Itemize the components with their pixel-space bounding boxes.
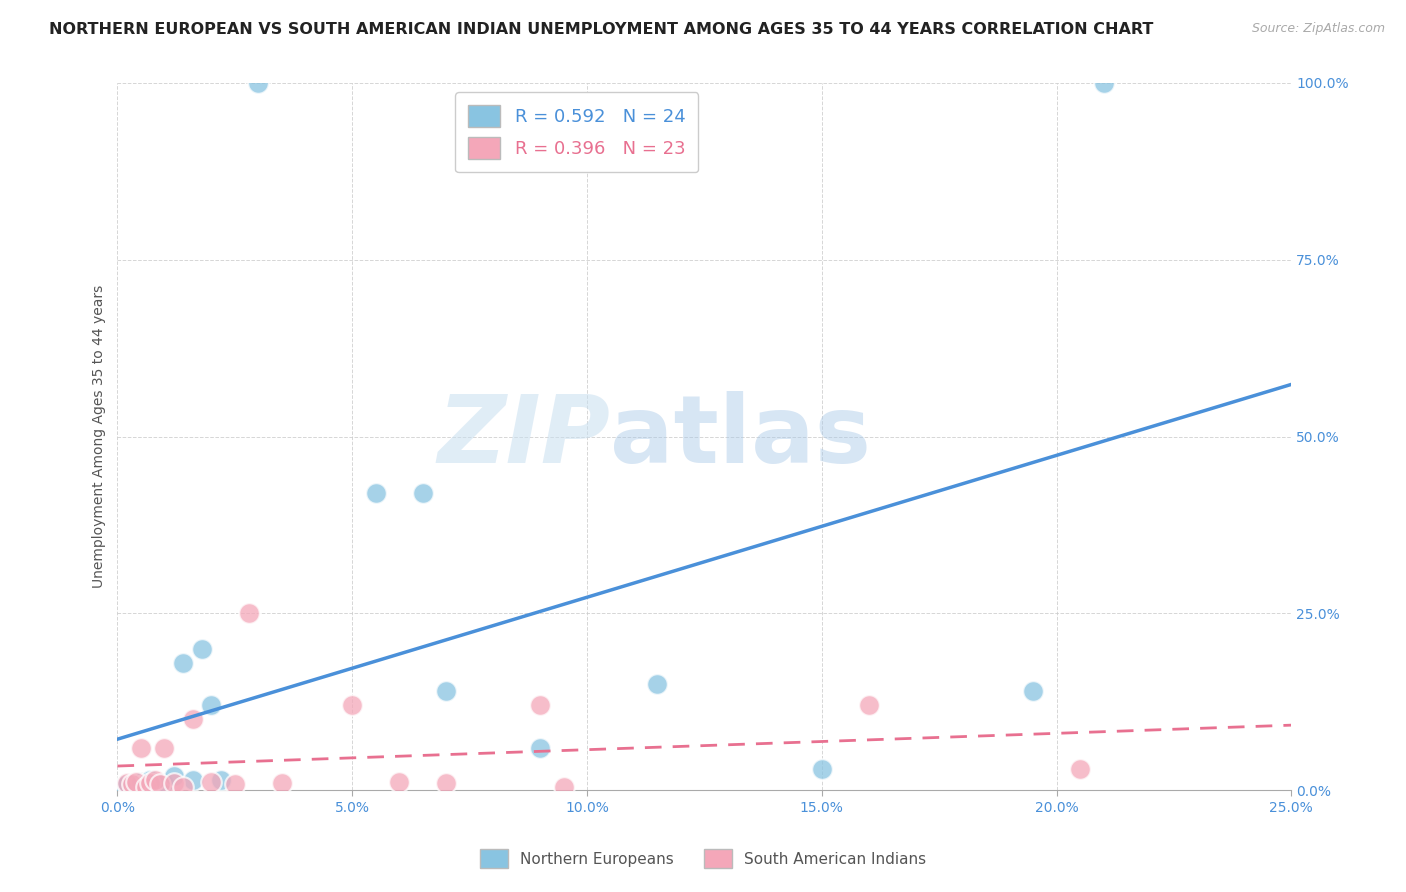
Point (125, 774, 148, 789)
Point (200, 774, 222, 789)
Point (181, 713, 204, 727)
Text: atlas: atlas (610, 391, 872, 483)
Text: NORTHERN EUROPEAN VS SOUTH AMERICAN INDIAN UNEMPLOYMENT AMONG AGES 35 TO 44 YEAR: NORTHERN EUROPEAN VS SOUTH AMERICAN INDI… (49, 22, 1153, 37)
Point (143, 777, 166, 791)
Point (1092, 76, 1115, 90)
Point (412, 486, 434, 500)
Point (139, 776, 162, 790)
Point (135, 780, 157, 794)
Point (238, 607, 260, 621)
Legend: Northern Europeans, South American Indians: Northern Europeans, South American India… (472, 841, 934, 875)
Point (163, 776, 186, 790)
Point (172, 780, 194, 794)
Point (125, 780, 148, 794)
Point (209, 772, 232, 787)
Point (135, 776, 157, 790)
Point (115, 776, 138, 790)
Point (115, 777, 138, 791)
Point (121, 776, 143, 790)
Point (529, 740, 551, 755)
Point (181, 772, 204, 787)
Point (129, 740, 152, 755)
Point (1022, 684, 1045, 698)
Legend: R = 0.592   N = 24, R = 0.396   N = 23: R = 0.592 N = 24, R = 0.396 N = 23 (456, 92, 699, 172)
Point (434, 684, 457, 698)
Point (111, 780, 134, 794)
Point (1069, 762, 1091, 776)
Point (858, 698, 880, 713)
Point (342, 698, 364, 713)
Point (163, 769, 186, 783)
Point (553, 780, 575, 794)
Point (247, 76, 270, 90)
Point (191, 641, 214, 656)
Point (810, 762, 832, 776)
Point (647, 677, 669, 691)
Point (364, 486, 387, 500)
Y-axis label: Unemployment Among Ages 35 to 44 years: Unemployment Among Ages 35 to 44 years (93, 285, 107, 588)
Text: ZIP: ZIP (437, 391, 610, 483)
Point (121, 777, 143, 791)
Text: Source: ZipAtlas.com: Source: ZipAtlas.com (1251, 22, 1385, 36)
Point (129, 774, 152, 789)
Point (434, 776, 457, 790)
Point (139, 772, 162, 787)
Point (153, 776, 176, 790)
Point (149, 777, 172, 791)
Point (529, 698, 551, 713)
Point (270, 776, 292, 790)
Point (143, 772, 166, 787)
Point (224, 777, 246, 791)
Point (200, 698, 222, 713)
Point (388, 774, 411, 789)
Point (172, 656, 194, 670)
Point (153, 740, 176, 755)
